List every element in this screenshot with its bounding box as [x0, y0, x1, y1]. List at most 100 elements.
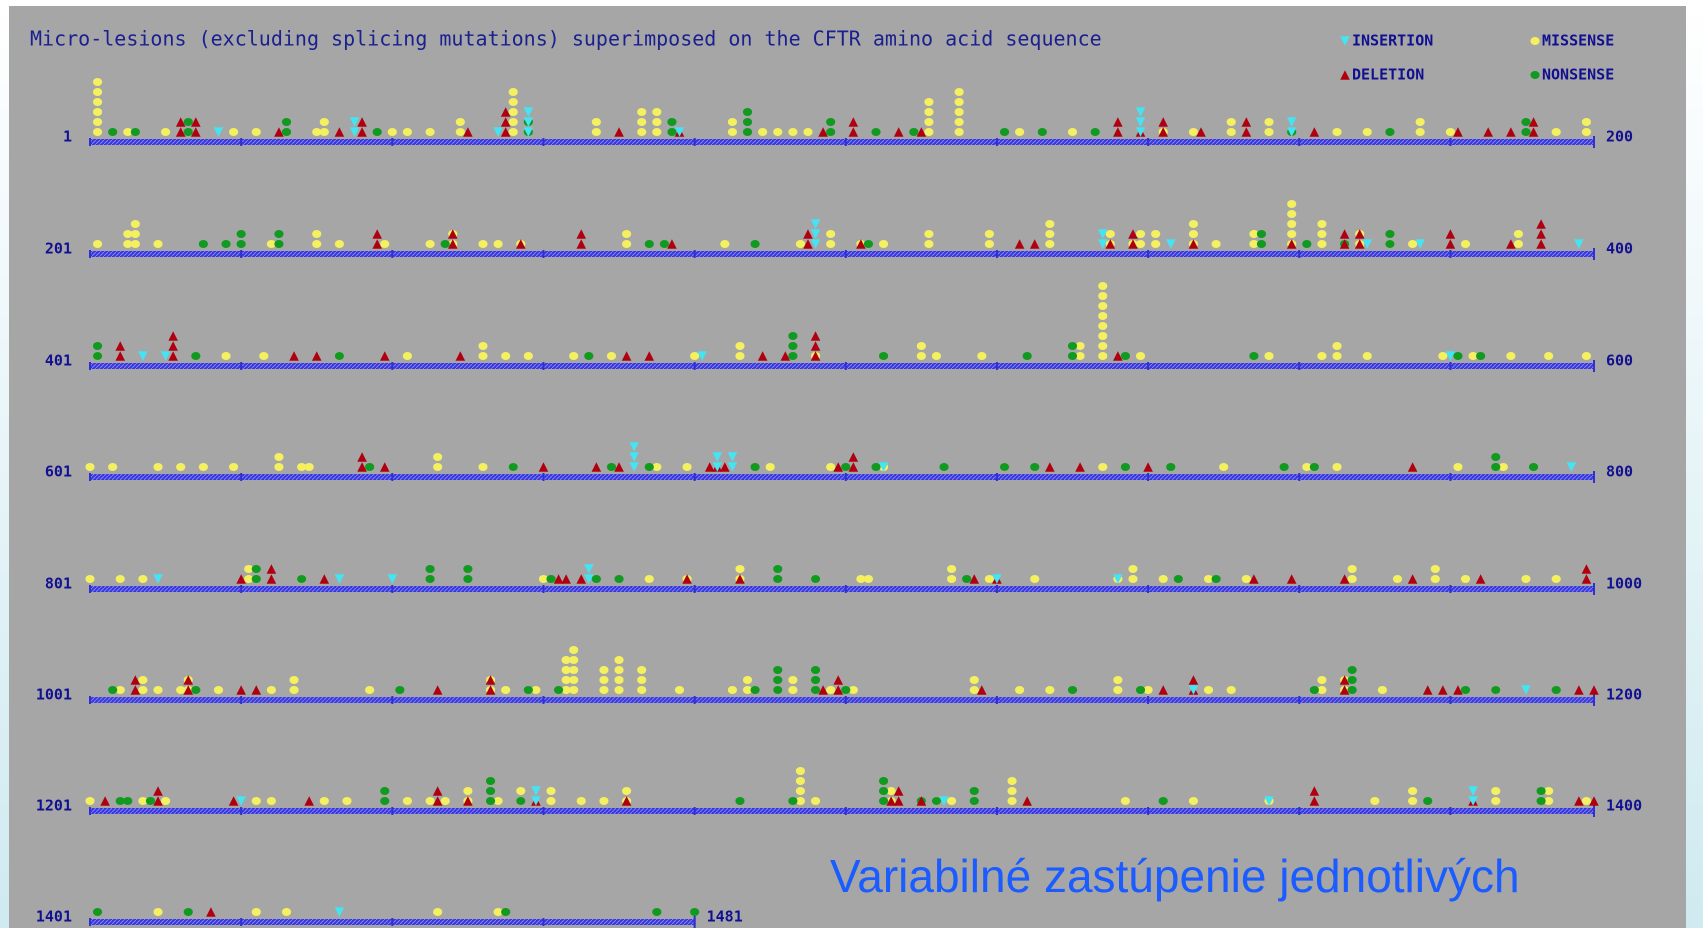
marker [1513, 230, 1524, 238]
missense-stack [682, 463, 692, 471]
missense-stack [788, 676, 798, 694]
marker [614, 686, 624, 694]
deletion-stack [1113, 117, 1123, 137]
marker [886, 787, 896, 795]
nonsense-stack [546, 575, 556, 583]
nonsense-stack [1347, 666, 1357, 694]
marker [92, 78, 103, 86]
marker [652, 908, 662, 916]
marker [674, 127, 685, 137]
marker [614, 656, 624, 664]
marker [531, 686, 541, 694]
missense-stack [281, 908, 292, 916]
nonsense-stack [334, 352, 345, 360]
marker [1135, 686, 1146, 694]
missense-stack [312, 230, 322, 248]
missense-stack [1317, 220, 1327, 248]
marker [1188, 128, 1199, 136]
deletion-stack [644, 351, 655, 361]
marker [508, 463, 518, 471]
marker [788, 332, 798, 340]
marker [569, 352, 579, 360]
missense-stack [115, 575, 125, 583]
marker [652, 108, 662, 116]
deletion-stack [538, 462, 549, 472]
marker [160, 797, 171, 805]
marker [402, 128, 413, 136]
nonsense-stack [1279, 463, 1289, 471]
marker [1030, 463, 1040, 471]
marker [1589, 685, 1599, 695]
marker [1014, 239, 1025, 249]
marker [123, 128, 133, 136]
missense-stack [153, 908, 163, 916]
marker [1286, 117, 1297, 127]
marker [183, 118, 193, 126]
deletion-stack [1249, 574, 1259, 584]
nonsense-stack [463, 565, 473, 583]
sequence-axis [90, 808, 1594, 814]
deletion-stack [515, 239, 526, 249]
missense-stack [758, 128, 768, 136]
marker [168, 331, 178, 341]
marker [425, 565, 435, 573]
missense-stack [1151, 230, 1161, 248]
missense-stack [493, 240, 503, 248]
deletion-stack [1506, 239, 1516, 249]
missense-stack [523, 352, 533, 360]
marker [160, 128, 171, 136]
deletion-stack [576, 229, 587, 249]
marker [1113, 676, 1123, 684]
marker [1551, 575, 1561, 583]
marker [1098, 352, 1108, 360]
missense-stack [1491, 787, 1501, 805]
marker [977, 352, 987, 360]
marker [939, 796, 949, 806]
marker [863, 575, 874, 583]
missense-stack [538, 575, 549, 583]
marker [803, 229, 813, 239]
nonsense-stack [372, 128, 382, 136]
marker [1415, 239, 1425, 249]
marker [213, 686, 224, 694]
marker [810, 797, 821, 805]
marker [1506, 127, 1516, 137]
missense-stack [138, 797, 148, 805]
marker [251, 128, 261, 136]
marker [1286, 127, 1297, 137]
annotation: Variabilné zastúpenie jednotlivých [830, 850, 1520, 902]
nonsense-stack [1135, 686, 1146, 694]
insertion-stack [236, 796, 246, 806]
missense-stack [561, 656, 571, 694]
nonsense-stack [508, 463, 518, 471]
marker [485, 685, 496, 695]
insertion-stack [493, 127, 503, 137]
marker [629, 462, 639, 472]
marker [546, 575, 556, 583]
marker [931, 797, 942, 805]
marker [1340, 36, 1350, 46]
marker [523, 352, 533, 360]
deletion-stack [168, 331, 178, 361]
sequence-axis [90, 474, 1594, 480]
marker [682, 463, 692, 471]
insertion-stack [1264, 796, 1274, 806]
missense-stack [289, 676, 299, 694]
marker [92, 128, 103, 136]
marker [1332, 352, 1342, 360]
marker [123, 797, 133, 805]
marker [1302, 463, 1312, 471]
marker [856, 239, 866, 249]
marker [1574, 239, 1584, 249]
marker [1445, 229, 1456, 239]
marker [538, 575, 549, 583]
marker [637, 118, 647, 126]
marker [886, 796, 896, 806]
marker [569, 686, 579, 694]
marker [425, 240, 435, 248]
missense-stack [1408, 240, 1418, 248]
marker [455, 118, 465, 126]
missense-stack [153, 686, 163, 694]
marker [1143, 462, 1153, 472]
